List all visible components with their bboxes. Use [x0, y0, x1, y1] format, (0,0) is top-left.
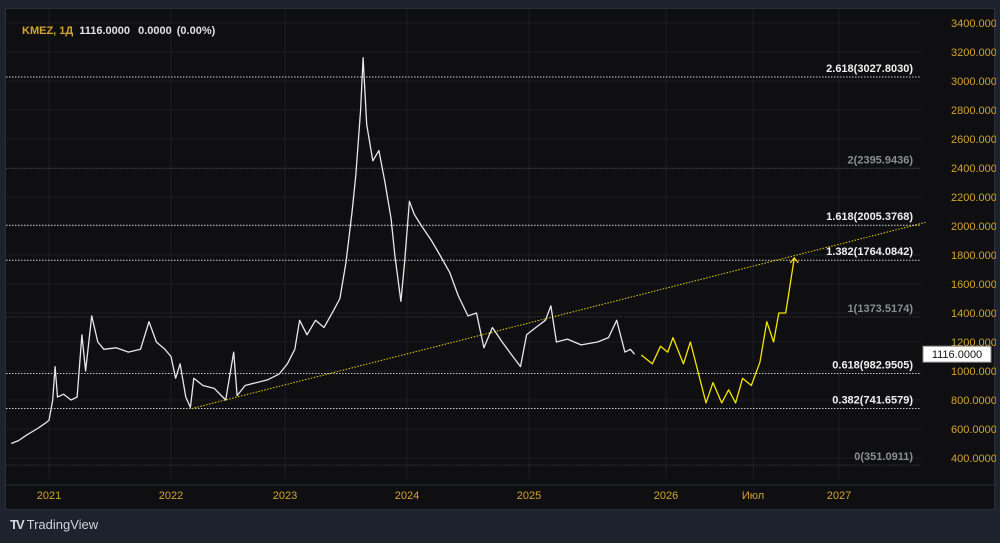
price-badge: [922, 345, 992, 363]
fib-level-label: 2(2395.9436): [848, 155, 914, 167]
symbol-name[interactable]: KMEZ, 1Д: [22, 25, 74, 37]
x-axis-tick: Июл: [742, 490, 764, 502]
y-axis-tick: 1600.0000: [951, 279, 996, 291]
projection-line: [640, 257, 795, 404]
x-axis-tick: 2024: [395, 490, 419, 502]
fib-level-label: 0.382(741.6579): [832, 394, 913, 406]
x-axis-tick: 2022: [159, 490, 183, 502]
price-change: 0.0000: [138, 25, 172, 37]
price-badge-text: 1116.0000: [932, 349, 982, 361]
y-axis-tick: 2200.0000: [951, 192, 996, 204]
fib-level-label: 1.618(2005.3768): [826, 211, 913, 223]
chart-panel[interactable]: 3400.0000 3200.0000 3000.0000 2800.0000 2600…: [5, 8, 996, 511]
fib-level-label: 2.618(3027.8030): [826, 63, 913, 75]
y-axis-tick: 2800.0000: [951, 105, 996, 117]
fib-level-label: 0.618(982.9505): [832, 359, 913, 371]
y-axis-tick: 1000.0000: [951, 366, 996, 378]
y-axis-tick: 3200.0000: [951, 47, 996, 59]
brand-name: TradingView: [26, 517, 99, 532]
price-chart[interactable]: 3400.0000 3200.0000 3000.0000 2800.0000 2600…: [6, 9, 996, 511]
y-axis-tick: 800.0000: [951, 395, 996, 407]
x-axis-tick: 2026: [654, 490, 678, 502]
x-axis-tick: 2021: [37, 490, 61, 502]
y-axis-tick: 2600.0000: [951, 134, 996, 146]
y-axis-tick: 2000.0000: [951, 221, 996, 233]
fib-level-label: 1.382(1764.0842): [826, 246, 913, 258]
y-axis-tick: 600.0000: [951, 424, 996, 436]
y-axis-tick: 1400.0000: [951, 308, 996, 320]
x-axis-tick: 2025: [517, 490, 541, 502]
fib-level-label: 1(1373.5174): [848, 303, 914, 315]
y-axis-tick: 3400.0000: [951, 18, 996, 30]
y-axis-tick: 400.0000: [951, 453, 996, 465]
x-axis-tick: 2027: [827, 490, 851, 502]
tradingview-brand[interactable]: TV TradingView: [10, 517, 98, 532]
price-change-percent: (0.00%): [176, 25, 216, 37]
y-axis-tick: 1800.0000: [951, 250, 996, 262]
y-axis-tick: 2400.0000: [951, 163, 996, 175]
tradingview-logo-icon: TV: [10, 517, 25, 532]
last-price: 1116.0000: [79, 25, 131, 37]
arrow-head-icon: [789, 256, 799, 264]
trend-line: [191, 221, 926, 410]
symbol-legend: KMEZ, 1Д 1116.0000 0.0000 (0.00%): [22, 25, 220, 37]
x-axis-tick: 2023: [273, 490, 297, 502]
fib-level-label: 0(351.0911): [854, 451, 913, 463]
price-line: [10, 57, 635, 445]
y-axis-tick: 3000.0000: [951, 76, 996, 88]
